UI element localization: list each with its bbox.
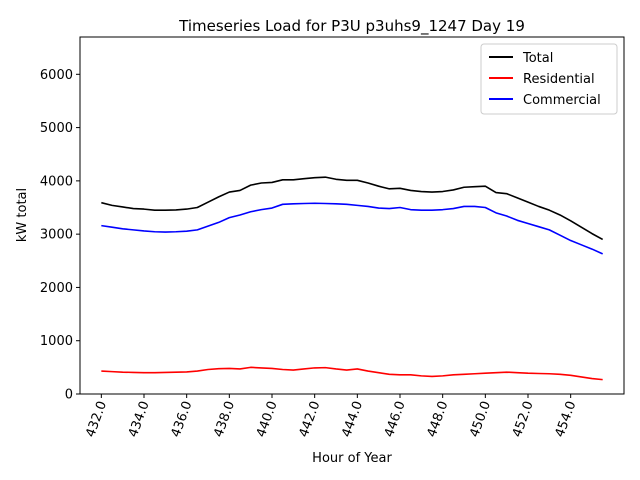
legend-label-residential: Residential xyxy=(523,72,595,87)
chart-title: Timeseries Load for P3U p3uhs9_1247 Day … xyxy=(178,17,525,36)
y-tick-label: 2000 xyxy=(40,281,73,296)
legend-box xyxy=(480,43,618,115)
legend-label-total: Total xyxy=(522,51,553,66)
y-axis-label: kW total xyxy=(15,188,30,242)
series-line-total xyxy=(101,176,604,241)
y-tick-label: 0 xyxy=(65,388,73,403)
x-axis-label: Hour of Year xyxy=(312,451,392,466)
y-tick-label: 1000 xyxy=(40,334,73,349)
y-tick-label: 5000 xyxy=(40,121,73,136)
plot-area xyxy=(101,176,604,381)
series-line-commercial xyxy=(101,202,603,255)
legend: Total Residential Commercial xyxy=(480,43,618,115)
y-tick-label: 4000 xyxy=(40,174,73,189)
y-axis: 0 1000 2000 3000 4000 5000 6000 xyxy=(40,68,80,403)
series-line-residential xyxy=(101,366,603,381)
axes-frame xyxy=(79,36,625,395)
y-tick-label: 3000 xyxy=(40,228,73,243)
y-tick-label: 6000 xyxy=(40,68,73,83)
legend-label-commercial: Commercial xyxy=(523,93,601,108)
